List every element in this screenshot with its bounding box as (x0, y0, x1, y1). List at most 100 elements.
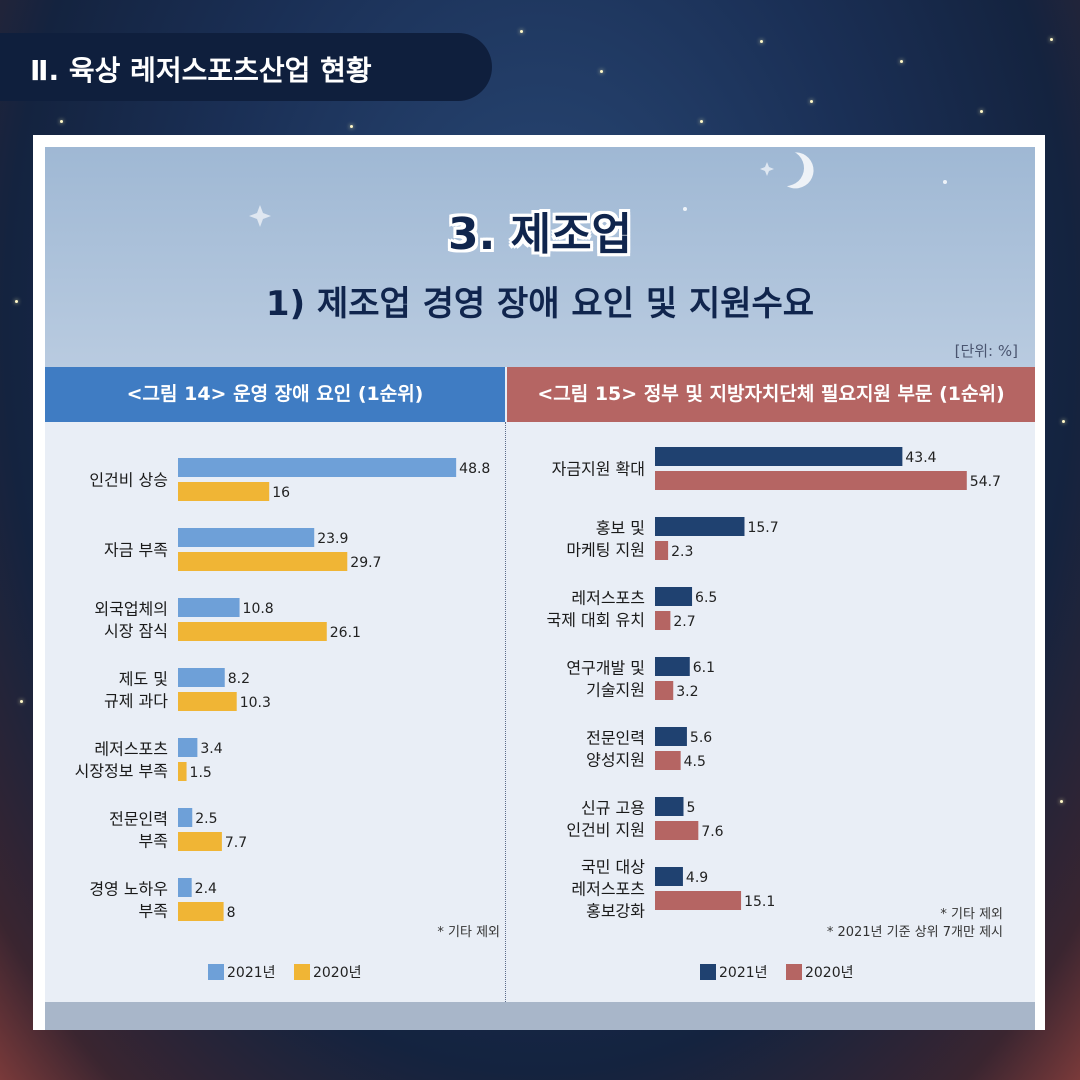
legend-swatch (785, 964, 802, 980)
bar-2020 (178, 902, 224, 921)
legend-item-2021: 2021년 (208, 964, 276, 981)
bar-2021 (655, 727, 687, 746)
value-label: 2.4 (195, 881, 217, 897)
bar-2021 (655, 797, 684, 816)
value-label: 4.9 (686, 870, 708, 886)
value-label: 7.6 (701, 824, 723, 840)
category-label: 기술지원 (586, 681, 645, 700)
value-label: 5 (687, 800, 696, 816)
category-label: 인건비 지원 (566, 821, 645, 840)
dot-icon (943, 180, 947, 184)
value-label: 2.5 (195, 811, 217, 827)
sparkle-icon (760, 162, 774, 176)
value-label: 8.2 (228, 671, 250, 687)
unit-label: [단위: %] (954, 342, 1018, 360)
bar-2020 (178, 692, 237, 711)
footer-strip (45, 1002, 1035, 1030)
right-note-2: * 2021년 기준 상위 7개만 제시 (826, 925, 1003, 940)
value-label: 23.9 (317, 531, 348, 547)
bar-2021 (178, 878, 192, 897)
legend-label: 2020년 (312, 965, 362, 981)
category-label: 레저스포츠 (571, 589, 645, 608)
bar-2020 (655, 751, 681, 770)
value-label: 15.1 (744, 894, 775, 910)
value-label: 48.8 (459, 461, 490, 477)
legend-label: 2021년 (227, 965, 276, 981)
bar-2020 (178, 832, 222, 851)
value-label: 6.1 (693, 660, 715, 676)
value-label: 1.5 (190, 765, 212, 781)
page-title: 3. 제조업 (447, 209, 633, 260)
legend-label: 2021년 (719, 965, 768, 981)
dot-icon (683, 207, 687, 211)
category-label: 부족 (139, 832, 168, 851)
value-label: 3.4 (200, 741, 222, 757)
category-label: 국민 대상 (581, 858, 645, 877)
section-title: Ⅱ. 육상 레저스포츠산업 현황 (30, 54, 372, 87)
bar-2021 (655, 587, 693, 606)
value-label: 8 (227, 905, 236, 921)
category-label: 자금지원 확대 (552, 460, 645, 479)
value-label: 5.6 (690, 730, 712, 746)
category-label: 연구개발 및 (566, 659, 645, 678)
left-note: * 기타 제외 (437, 925, 500, 940)
page-subtitle: 1) 제조업 경영 장애 요인 및 지원수요 (265, 284, 815, 324)
value-label: 2.3 (671, 544, 693, 560)
bar-2020 (178, 762, 187, 781)
bar-2021 (655, 657, 690, 676)
figure-14-title: <그림 14> 운영 장애 요인 (1순위) (45, 367, 505, 422)
category-label: 규제 과다 (104, 692, 168, 711)
legend-swatch (700, 964, 716, 980)
legend-left: 2021년 2020년 (208, 962, 375, 982)
figure-15-title: <그림 15> 정부 및 지방자치단체 필요지원 부문 (1순위) (507, 367, 1035, 422)
bar-2020 (655, 891, 742, 910)
legend-item-2021: 2021년 (700, 964, 768, 981)
category-label: 시장 잠식 (104, 622, 168, 641)
value-label: 15.7 (747, 520, 778, 536)
bar-2021 (178, 738, 198, 757)
bar-2021 (178, 668, 225, 687)
bar-2021 (655, 867, 683, 886)
category-label: 홍보강화 (586, 902, 645, 921)
legend-swatch (208, 964, 224, 980)
bar-2021 (178, 808, 193, 827)
category-label: 인건비 상승 (89, 471, 168, 490)
category-label: 경영 노하우 (89, 880, 168, 899)
sparkle-icon (249, 205, 271, 227)
category-label: 레저스포츠 (571, 880, 645, 899)
value-label: 29.7 (350, 555, 381, 571)
category-label: 제도 및 (119, 670, 168, 689)
sparkle-icons (249, 162, 947, 227)
category-label: 국제 대회 유치 (547, 611, 646, 630)
value-label: 4.5 (684, 754, 706, 770)
right-note-1: * 기타 제외 (940, 907, 1003, 922)
bar-2020 (178, 622, 327, 641)
bar-2020 (655, 611, 671, 630)
legend-label: 2020년 (804, 965, 854, 981)
category-label: 자금 부족 (104, 541, 168, 560)
category-label: 홍보 및 (596, 519, 645, 538)
legend-swatch (293, 964, 310, 980)
bar-2020 (655, 821, 699, 840)
bar-2021 (178, 528, 315, 547)
category-label: 시장정보 부족 (75, 762, 168, 781)
value-label: 10.3 (240, 695, 271, 711)
legend-item-2020: 2020년 (785, 964, 854, 981)
category-label: 전문인력 (586, 729, 645, 748)
value-label: 6.5 (695, 590, 717, 606)
category-label: 신규 고용 (581, 799, 645, 818)
bar-2021 (655, 447, 903, 466)
legend-right: 2021년 2020년 (700, 962, 867, 982)
category-label: 전문인력 (109, 810, 168, 829)
category-label: 양성지원 (586, 751, 645, 770)
value-label: 7.7 (225, 835, 247, 851)
value-label: 26.1 (330, 625, 361, 641)
hero-banner (45, 147, 1035, 367)
bar-2020 (655, 471, 967, 490)
legend-item-2020: 2020년 (293, 964, 362, 981)
bar-2020 (655, 541, 669, 560)
value-label: 43.4 (905, 450, 936, 466)
category-label: 외국업체의 (94, 600, 168, 619)
bar-2020 (178, 482, 270, 501)
